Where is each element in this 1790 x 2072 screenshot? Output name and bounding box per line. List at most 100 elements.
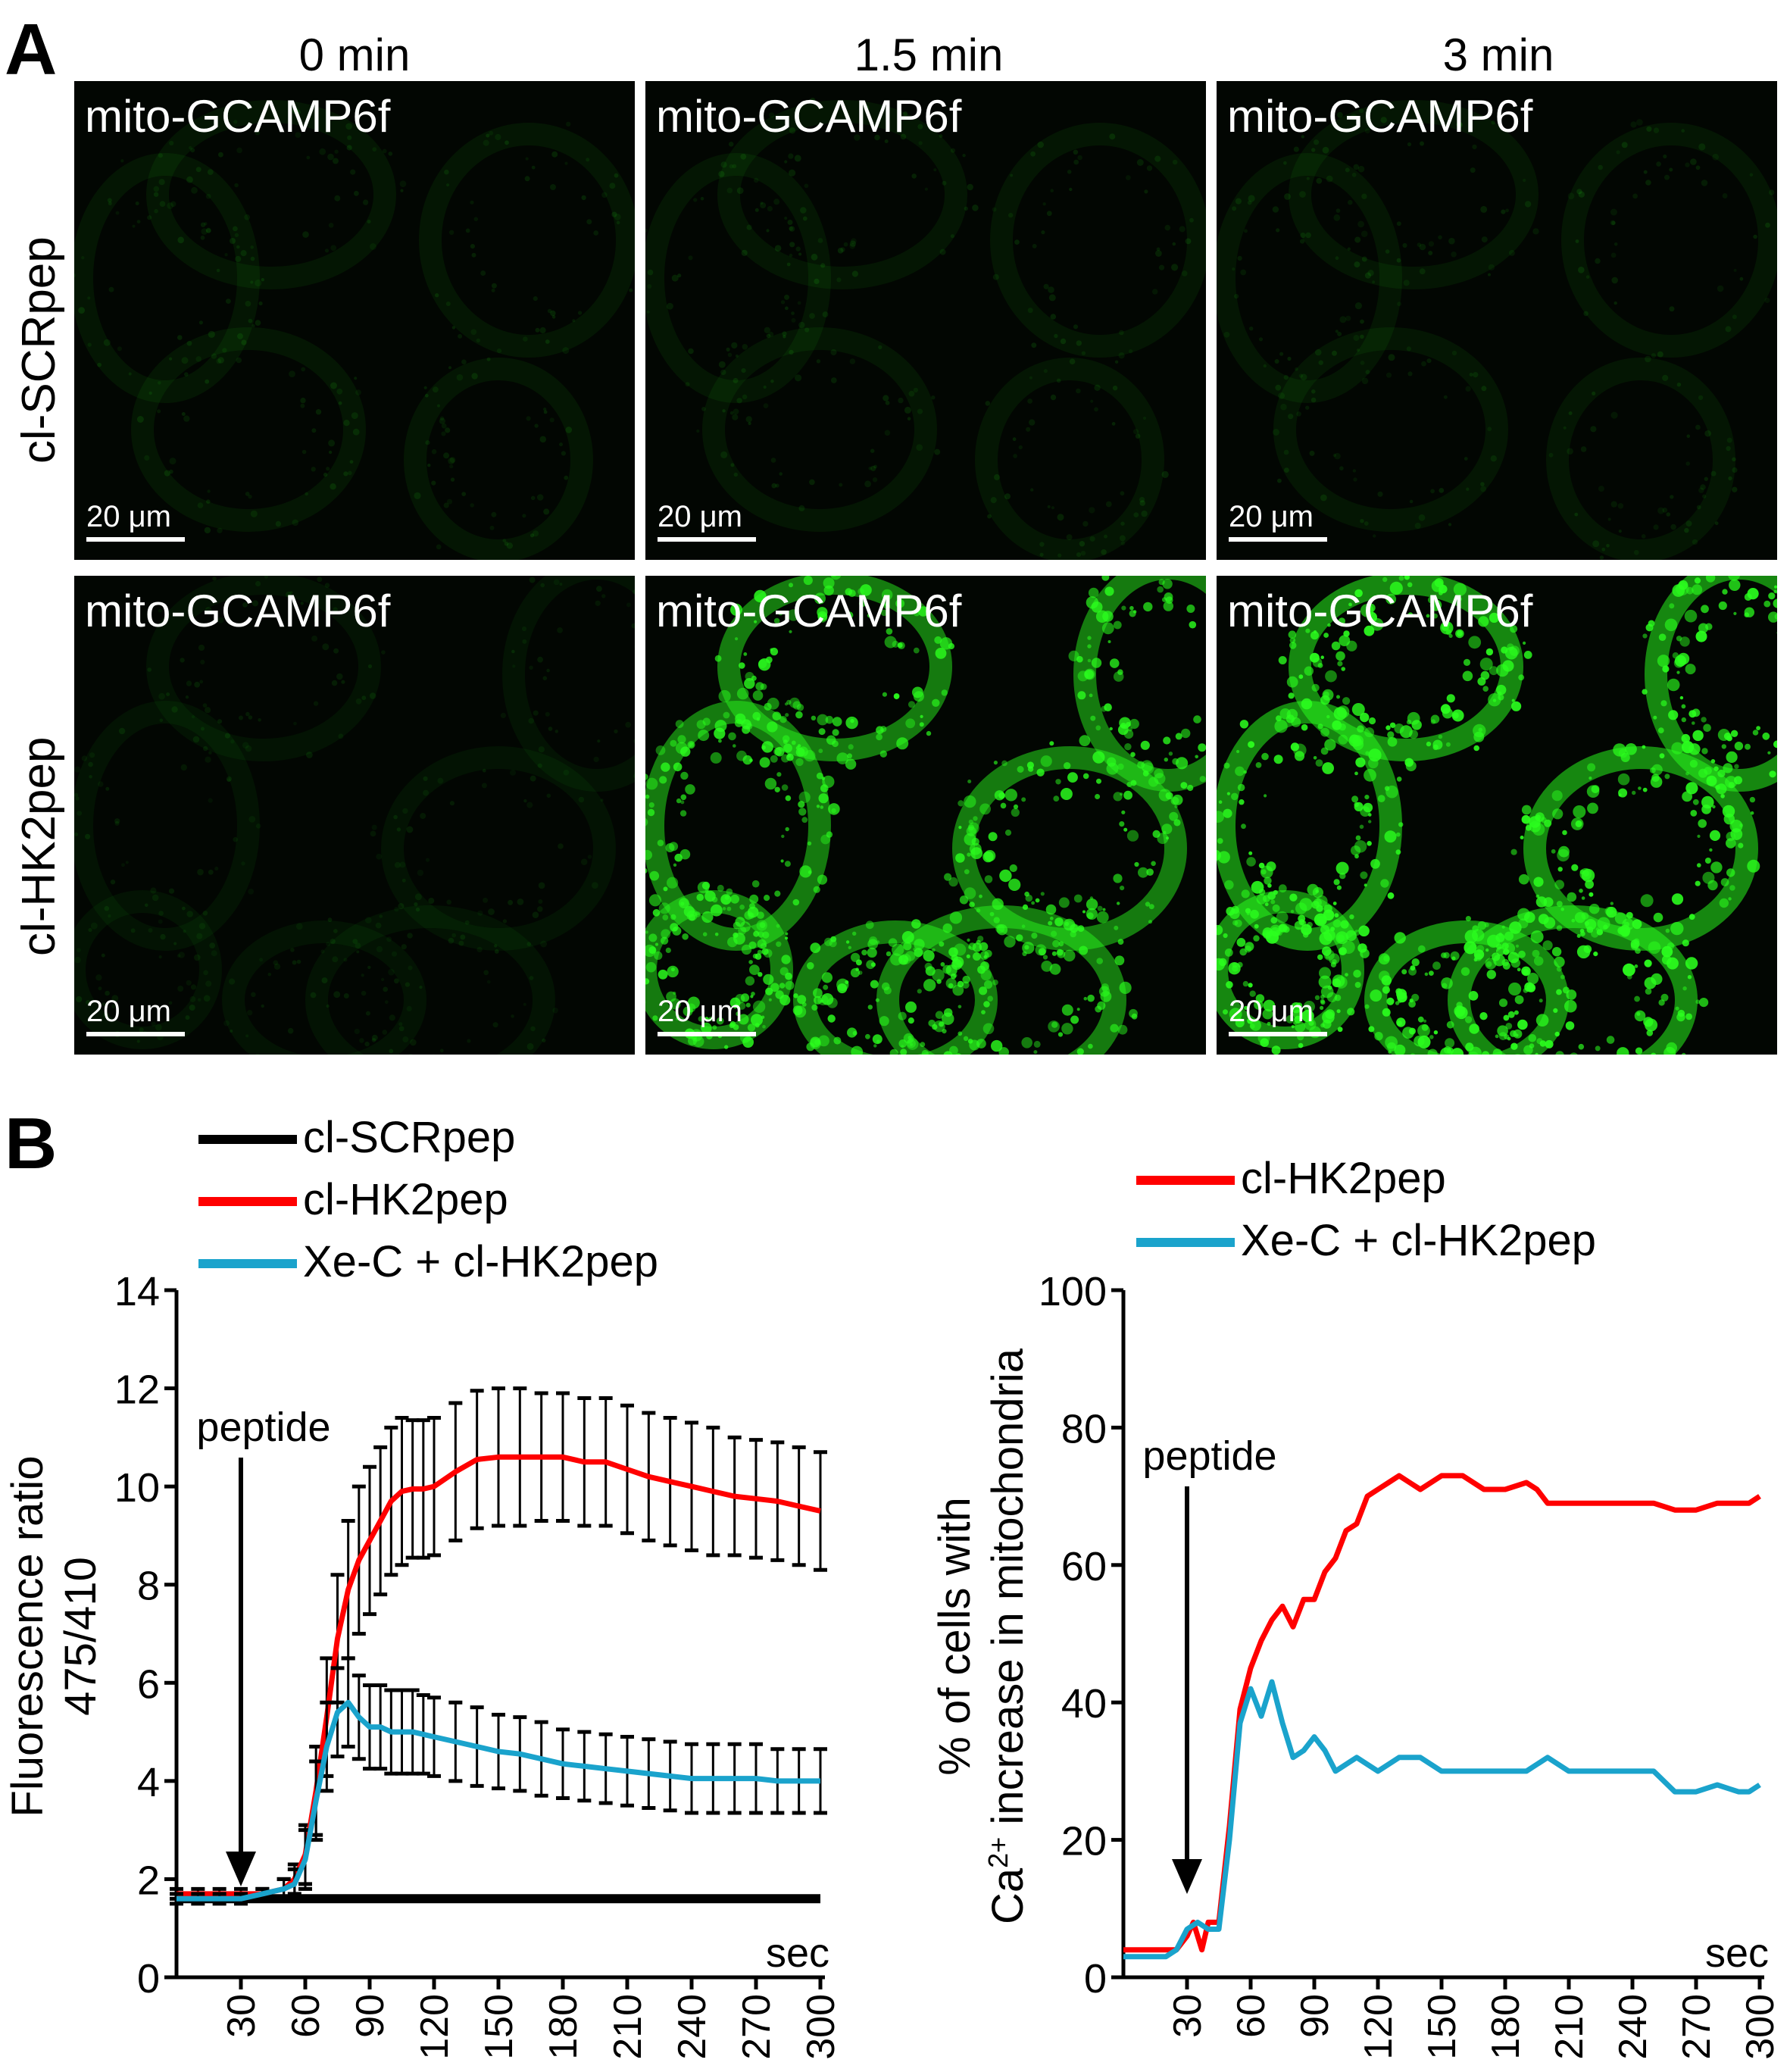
- mitochondria-dot: [1728, 476, 1732, 481]
- mitochondria-dot: [901, 1045, 904, 1049]
- mitochondria-dot: [500, 712, 507, 718]
- series-line: [1123, 1473, 1761, 1953]
- mitochondria-dot: [1164, 758, 1168, 762]
- mitochondria-dot: [201, 727, 205, 731]
- mitochondria-dot: [1087, 636, 1092, 640]
- series-line: [177, 1699, 820, 1902]
- mitochondria-dot: [1723, 763, 1733, 773]
- mitochondria-dot: [633, 739, 635, 744]
- mitochondria-dot: [559, 442, 563, 447]
- mitochondria-dot: [1314, 995, 1320, 1000]
- mitochondria-dot: [967, 852, 971, 857]
- mitochondria-dot: [145, 903, 148, 908]
- mitochondria-dot: [1481, 1051, 1490, 1055]
- mitochondria-dot: [1487, 427, 1492, 432]
- mitochondria-dot: [741, 249, 748, 256]
- mitochondria-dot: [1293, 1009, 1303, 1020]
- mitochondria-dot: [1643, 170, 1648, 174]
- mitochondria-dot: [745, 1002, 751, 1008]
- mitochondria-dot: [864, 480, 871, 488]
- mitochondria-dot: [1317, 915, 1326, 925]
- mitochondria-dot: [1747, 588, 1759, 600]
- mitochondria-dot: [626, 602, 631, 608]
- mitochondria-dot: [816, 359, 821, 364]
- mitochondria-dot: [1732, 467, 1738, 473]
- mitochondria-dot: [807, 841, 812, 845]
- mitochondria-dot: [526, 416, 531, 421]
- mitochondria-dot: [1660, 700, 1667, 707]
- mitochondria-dot: [1289, 893, 1298, 902]
- mitochondria-dot: [1453, 583, 1467, 596]
- mitochondria-dot: [1014, 239, 1020, 245]
- mitochondria-dot: [491, 288, 495, 292]
- mitochondria-dot: [319, 148, 326, 155]
- mitochondria-dot: [1387, 736, 1398, 747]
- mitochondria-dot: [1081, 351, 1086, 355]
- scale-bar: [86, 1032, 185, 1036]
- mitochondria-dot: [362, 199, 369, 205]
- mitochondria-dot: [1382, 577, 1388, 583]
- mitochondria-dot: [1111, 422, 1116, 426]
- mitochondria-dot: [733, 744, 736, 748]
- mitochondria-dot: [1645, 1018, 1658, 1032]
- mitochondria-dot: [200, 235, 205, 240]
- mitochondria-dot: [1027, 308, 1033, 314]
- mitochondria-dot: [1359, 824, 1364, 830]
- mitochondria-dot: [1364, 1004, 1370, 1009]
- mitochondria-dot: [1133, 429, 1139, 435]
- mitochondria-dot: [1249, 990, 1256, 997]
- mitochondria-dot: [883, 395, 889, 402]
- mitochondria-dot: [924, 187, 928, 191]
- mitochondria-dot: [1586, 926, 1594, 933]
- mitochondria-dot: [1247, 1017, 1253, 1024]
- mitochondria-dot: [326, 942, 331, 947]
- mitochondria-dot: [814, 592, 826, 605]
- mitochondria-dot: [783, 335, 786, 339]
- mitochondria-dot: [969, 902, 975, 908]
- mitochondria-dot: [1288, 414, 1294, 420]
- mitochondria-dot: [1359, 108, 1364, 114]
- mitochondria-dot: [330, 939, 336, 945]
- mitochondria-dot: [774, 890, 781, 897]
- mitochondria-dot: [893, 693, 900, 700]
- mitochondria-dot: [885, 400, 890, 405]
- mitochondria-dot: [1073, 159, 1079, 165]
- mitochondria-dot: [816, 805, 820, 808]
- mitochondria-dot: [1451, 1048, 1464, 1055]
- mitochondria-dot: [456, 373, 464, 381]
- mitochondria-dot: [814, 995, 822, 1005]
- mitochondria-dot: [1024, 891, 1029, 897]
- mitochondria-dot: [1773, 598, 1777, 608]
- mitochondria-dot: [785, 936, 789, 940]
- mitochondria-dot: [1657, 727, 1664, 733]
- mitochondria-dot: [1279, 708, 1291, 720]
- mitochondria-dot: [415, 907, 420, 912]
- mitochondria-dot: [530, 495, 536, 501]
- mitochondria-dot: [676, 1017, 679, 1020]
- mitochondria-dot: [405, 982, 411, 987]
- mitochondria-dot: [1421, 361, 1426, 367]
- mitochondria-dot: [1590, 426, 1597, 433]
- mitochondria-dot: [545, 711, 550, 717]
- mitochondria-dot: [1301, 135, 1304, 139]
- mitochondria-dot: [1481, 236, 1488, 243]
- mitochondria-dot: [333, 648, 339, 654]
- mitochondria-dot: [1717, 285, 1724, 292]
- mitochondria-dot: [1294, 751, 1305, 761]
- mitochondria-dot: [1187, 784, 1194, 792]
- mitochondria-dot: [879, 750, 887, 758]
- mitochondria-dot: [1704, 767, 1712, 775]
- mitochondria-dot: [818, 793, 829, 804]
- mitochondria-dot: [736, 398, 742, 404]
- mitochondria-dot: [255, 823, 261, 829]
- mitochondria-dot: [526, 1042, 534, 1050]
- mitochondria-dot: [688, 255, 693, 261]
- mitochondria-dot: [1168, 752, 1173, 756]
- mitochondria-dot: [799, 865, 812, 878]
- mitochondria-dot: [832, 717, 842, 727]
- mitochondria-dot: [1174, 805, 1178, 808]
- mitochondria-dot: [1254, 1000, 1264, 1010]
- mitochondria-dot: [1248, 741, 1255, 748]
- mitochondria-dot: [751, 1014, 763, 1027]
